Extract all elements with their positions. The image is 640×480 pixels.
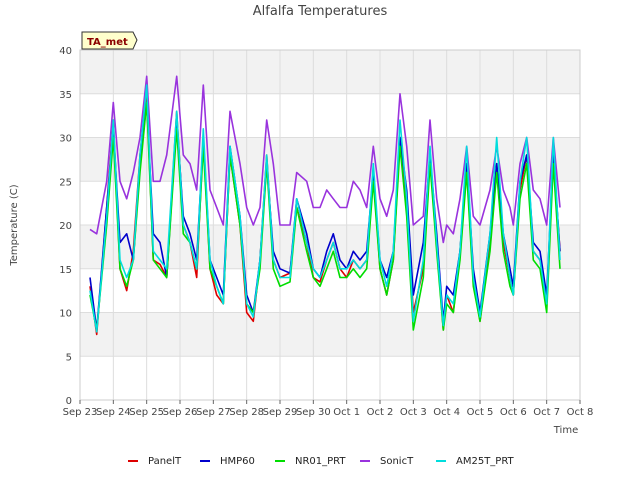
plot-band: [80, 312, 580, 357]
x-tick-label: Oct 7: [533, 407, 560, 418]
plot-band: [80, 181, 580, 225]
plot-band: [80, 137, 580, 182]
legend-label-sonict: SonicT: [380, 456, 414, 467]
x-tick-label: Sep 30: [296, 407, 331, 418]
series-line-am25t-prt: [89, 84, 561, 333]
plot-band: [80, 356, 580, 400]
series-line-sonict: [89, 75, 561, 244]
series-layer: [89, 75, 561, 336]
y-tick-label: 20: [59, 221, 72, 232]
y-tick-label: 15: [59, 265, 72, 276]
y-tick-label: 0: [66, 396, 72, 407]
plot-band: [80, 93, 580, 138]
ta-met-badge: TA_met: [81, 31, 138, 50]
badge-label: TA_met: [87, 37, 128, 48]
legend-label-panelt: PanelT: [148, 456, 182, 467]
x-tick-label: Sep 27: [196, 407, 231, 418]
x-tick-label: Oct 4: [433, 407, 460, 418]
x-tick-label: Oct 3: [400, 407, 427, 418]
x-tick-label: Sep 29: [263, 407, 298, 418]
x-tick-label: Oct 8: [567, 407, 594, 418]
x-tick-label: Sep 24: [96, 407, 131, 418]
x-tick-label: Oct 6: [500, 407, 527, 418]
legend-label-am25t-prt: AM25T_PRT: [456, 456, 515, 467]
x-axis-label: Time: [553, 425, 578, 436]
chart-title: Alfalfa Temperatures: [253, 4, 388, 19]
plot-band: [80, 50, 580, 94]
y-tick-label: 10: [59, 309, 72, 320]
x-tick-label: Sep 26: [163, 407, 198, 418]
y-axis-ticks: 0 5 10 15 20 25 30 35 40: [59, 46, 72, 407]
y-axis-label: Temperature (C): [9, 184, 20, 266]
plot-background: [80, 50, 580, 400]
y-tick-label: 5: [66, 352, 72, 363]
y-tick-label: 40: [59, 46, 72, 57]
x-tick-label: Sep 23: [63, 407, 98, 418]
legend-label-hmp60: HMP60: [220, 456, 255, 467]
x-tick-label: Oct 1: [333, 407, 360, 418]
plot-frame: [79, 49, 581, 401]
y-tick-label: 35: [59, 90, 72, 101]
plot-band: [80, 268, 580, 313]
y-tick-label: 30: [59, 134, 72, 145]
x-tick-label: Sep 28: [229, 407, 264, 418]
y-tick-label: 25: [59, 177, 72, 188]
x-tick-label: Oct 2: [367, 407, 394, 418]
legend: PanelT HMP60 NR01_PRT SonicT AM25T_PRT: [128, 456, 515, 467]
x-tick-label: Sep 25: [129, 407, 164, 418]
legend-label-nr01-prt: NR01_PRT: [295, 456, 346, 467]
x-tick-label: Oct 5: [467, 407, 494, 418]
